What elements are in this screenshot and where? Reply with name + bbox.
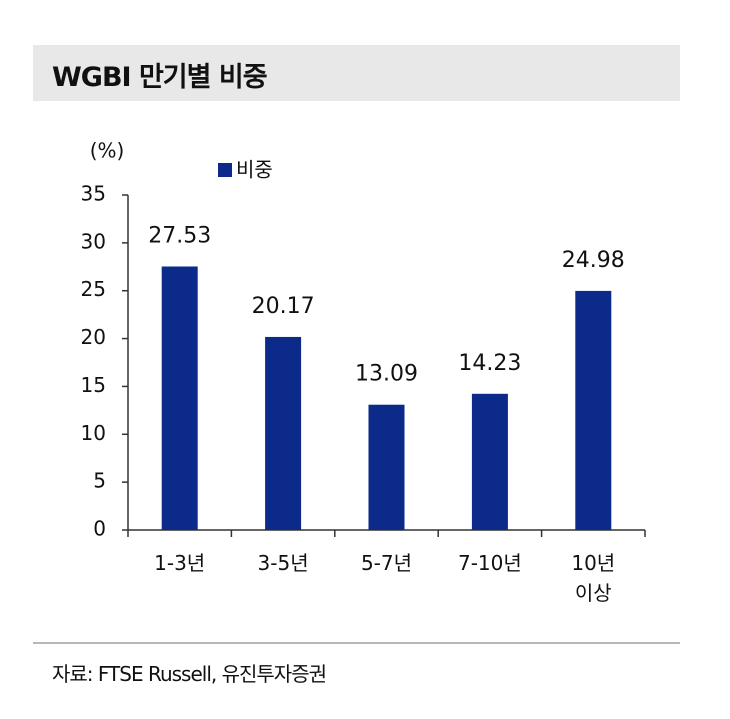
y-tick-label: 15 <box>81 373 106 397</box>
source-rule <box>33 642 680 644</box>
x-tick-label: 3-5년 <box>257 551 309 575</box>
y-tick-label: 20 <box>81 325 106 349</box>
legend-label: 비중 <box>236 158 273 182</box>
y-tick-label: 25 <box>81 277 106 301</box>
y-tick-label: 0 <box>93 517 106 541</box>
y-tick-label: 30 <box>81 229 106 253</box>
value-label: 13.09 <box>355 362 418 387</box>
y-tick-label: 10 <box>81 421 106 445</box>
value-label: 20.17 <box>252 294 315 319</box>
x-tick-label: 5-7년 <box>360 551 413 575</box>
y-tick-label: 5 <box>93 469 106 493</box>
x-tick-label: 1-3년 <box>154 551 206 575</box>
bar <box>265 336 302 530</box>
bar <box>368 404 405 530</box>
value-label: 27.53 <box>148 223 211 248</box>
legend-swatch <box>218 163 232 177</box>
value-label: 24.98 <box>562 248 625 273</box>
x-tick-label: 10년 이상 <box>571 551 616 605</box>
bar <box>575 290 612 530</box>
title: WGBI 만기별 비중 <box>52 62 268 93</box>
x-tick-label: 7-10년 <box>457 551 522 575</box>
value-label: 14.23 <box>458 351 521 376</box>
y-axis-label: (%) <box>90 139 125 163</box>
bar <box>161 266 198 530</box>
source: 자료: FTSE Russell, 유진투자증권 <box>52 662 327 686</box>
y-tick-label: 35 <box>81 182 106 206</box>
bar <box>471 393 508 530</box>
title-band <box>33 45 680 101</box>
